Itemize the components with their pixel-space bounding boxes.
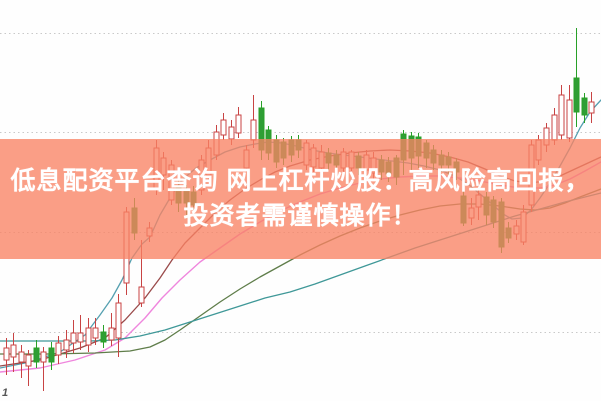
candle <box>77 315 84 350</box>
candle <box>558 85 565 140</box>
candle <box>48 342 55 370</box>
candle <box>40 347 47 391</box>
candle <box>63 330 70 358</box>
candle <box>85 318 92 352</box>
candle <box>581 93 588 123</box>
candle <box>92 318 99 345</box>
candle <box>100 325 107 348</box>
candle <box>70 320 77 353</box>
candle <box>10 333 17 372</box>
candle <box>3 338 10 375</box>
candle <box>566 85 573 142</box>
candle <box>108 313 115 346</box>
candle <box>55 336 62 364</box>
corner-mark: 1 <box>2 387 9 399</box>
candle <box>25 350 32 386</box>
candle <box>235 107 242 138</box>
banner-text-line1: 低息配资平台查询 网上杠杆炒股：高风险高回报， <box>10 167 591 195</box>
banner-text-line2: 投资者需谨慎操作！ <box>183 202 418 230</box>
candle <box>18 345 25 378</box>
candle <box>220 113 227 140</box>
candle <box>588 92 595 123</box>
candle <box>115 294 122 357</box>
candle <box>33 340 40 368</box>
candle <box>573 28 580 127</box>
overlay-banner: 低息配资平台查询 网上杠杆炒股：高风险高回报， 投资者需谨慎操作！ <box>0 139 601 259</box>
